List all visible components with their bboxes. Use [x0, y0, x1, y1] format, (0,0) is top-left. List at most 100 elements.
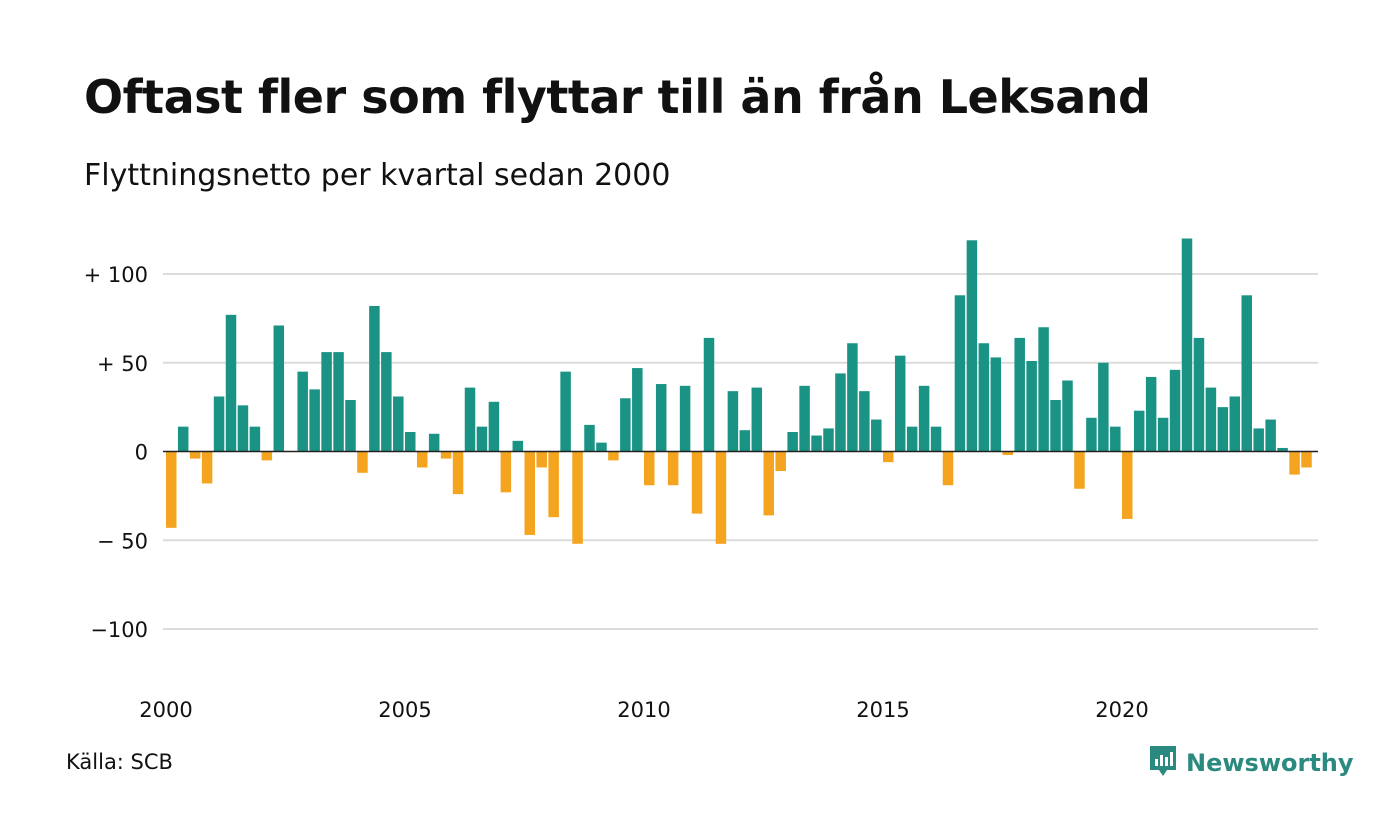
bar	[1050, 400, 1061, 452]
bar	[440, 451, 452, 459]
bar	[1205, 387, 1217, 452]
y-tick-label: + 50	[97, 352, 148, 376]
bar	[1193, 337, 1205, 452]
bar	[703, 337, 715, 452]
bar	[189, 451, 201, 459]
brand-logo: Newsworthy	[1148, 744, 1354, 782]
bar	[225, 314, 237, 452]
bar	[930, 426, 942, 452]
bar	[811, 435, 822, 452]
bar	[918, 385, 930, 452]
bar	[488, 401, 500, 452]
brand-name: Newsworthy	[1186, 749, 1354, 777]
bar	[452, 451, 464, 495]
bar	[381, 352, 392, 452]
y-axis-labels: + 100 + 50 0 − 50 −100	[84, 263, 148, 642]
bar	[309, 389, 320, 452]
bar	[632, 368, 643, 452]
y-tick-label: −100	[90, 618, 148, 642]
y-tick-label: + 100	[84, 263, 148, 287]
x-tick-label: 2000	[139, 698, 192, 722]
bar	[1062, 380, 1073, 452]
bar	[548, 451, 559, 518]
bar	[213, 396, 225, 452]
grid-lines	[163, 273, 1318, 630]
bar	[524, 451, 535, 535]
bar	[1038, 327, 1049, 452]
bar	[1133, 410, 1145, 452]
bar	[883, 451, 894, 463]
bar	[679, 385, 691, 452]
bar	[1074, 451, 1085, 489]
bar	[978, 343, 990, 452]
bar	[1265, 419, 1276, 452]
bar	[321, 352, 332, 452]
bar	[990, 357, 1002, 452]
bar	[177, 426, 189, 452]
bar	[1002, 451, 1013, 456]
bar	[500, 451, 512, 493]
bar	[1026, 360, 1037, 452]
bar	[261, 451, 273, 461]
bar	[596, 442, 607, 452]
bar	[859, 391, 870, 452]
bar	[1301, 451, 1312, 468]
bar	[393, 396, 404, 452]
bar	[667, 451, 679, 486]
bar	[739, 430, 751, 452]
bar	[560, 371, 571, 452]
bar	[787, 431, 798, 452]
bars	[166, 238, 1312, 544]
bar	[536, 451, 547, 468]
bar	[620, 398, 631, 452]
bar	[1014, 337, 1025, 452]
bar	[476, 426, 488, 452]
source-note: Källa: SCB	[66, 750, 173, 774]
bar	[273, 325, 285, 452]
bar	[1145, 376, 1157, 452]
bar	[1157, 417, 1169, 452]
bar	[1229, 396, 1241, 452]
bar	[1241, 295, 1252, 452]
bar	[237, 405, 249, 452]
x-tick-label: 2005	[378, 698, 431, 722]
bar	[166, 451, 177, 528]
bar	[906, 426, 918, 452]
bar	[405, 431, 416, 452]
bar	[357, 451, 368, 473]
bar	[954, 295, 966, 452]
bar	[691, 451, 703, 514]
bar	[1217, 407, 1229, 452]
bar	[333, 352, 344, 452]
bar	[584, 424, 595, 452]
x-tick-label: 2010	[617, 698, 670, 722]
bar	[763, 451, 774, 516]
chart-subtitle: Flyttningsnetto per kvartal sedan 2000	[84, 158, 671, 193]
bar	[608, 451, 619, 461]
bar	[1253, 428, 1264, 452]
bar	[1098, 362, 1109, 452]
bar	[1110, 426, 1121, 452]
bar	[297, 371, 308, 452]
bar	[369, 305, 380, 452]
bar	[942, 451, 954, 486]
bar	[966, 240, 978, 452]
y-tick-label: 0	[135, 441, 148, 465]
bar	[751, 387, 763, 452]
bar	[715, 451, 727, 544]
bar	[847, 343, 858, 452]
bar	[1122, 451, 1133, 519]
x-axis-labels: 2000 2005 2010 2015 2020	[139, 698, 1148, 722]
bar	[416, 451, 428, 468]
bar-chart-speech-bubble-icon	[1148, 744, 1178, 782]
bar	[727, 391, 739, 452]
bar	[644, 451, 655, 486]
chart-title: Oftast fler som flyttar till än från Lek…	[84, 70, 1151, 124]
bar	[894, 355, 906, 452]
bar	[345, 400, 356, 452]
bar	[799, 385, 810, 452]
x-tick-label: 2015	[856, 698, 909, 722]
bar	[512, 440, 524, 452]
bar	[1277, 447, 1288, 452]
bar	[1289, 451, 1300, 475]
